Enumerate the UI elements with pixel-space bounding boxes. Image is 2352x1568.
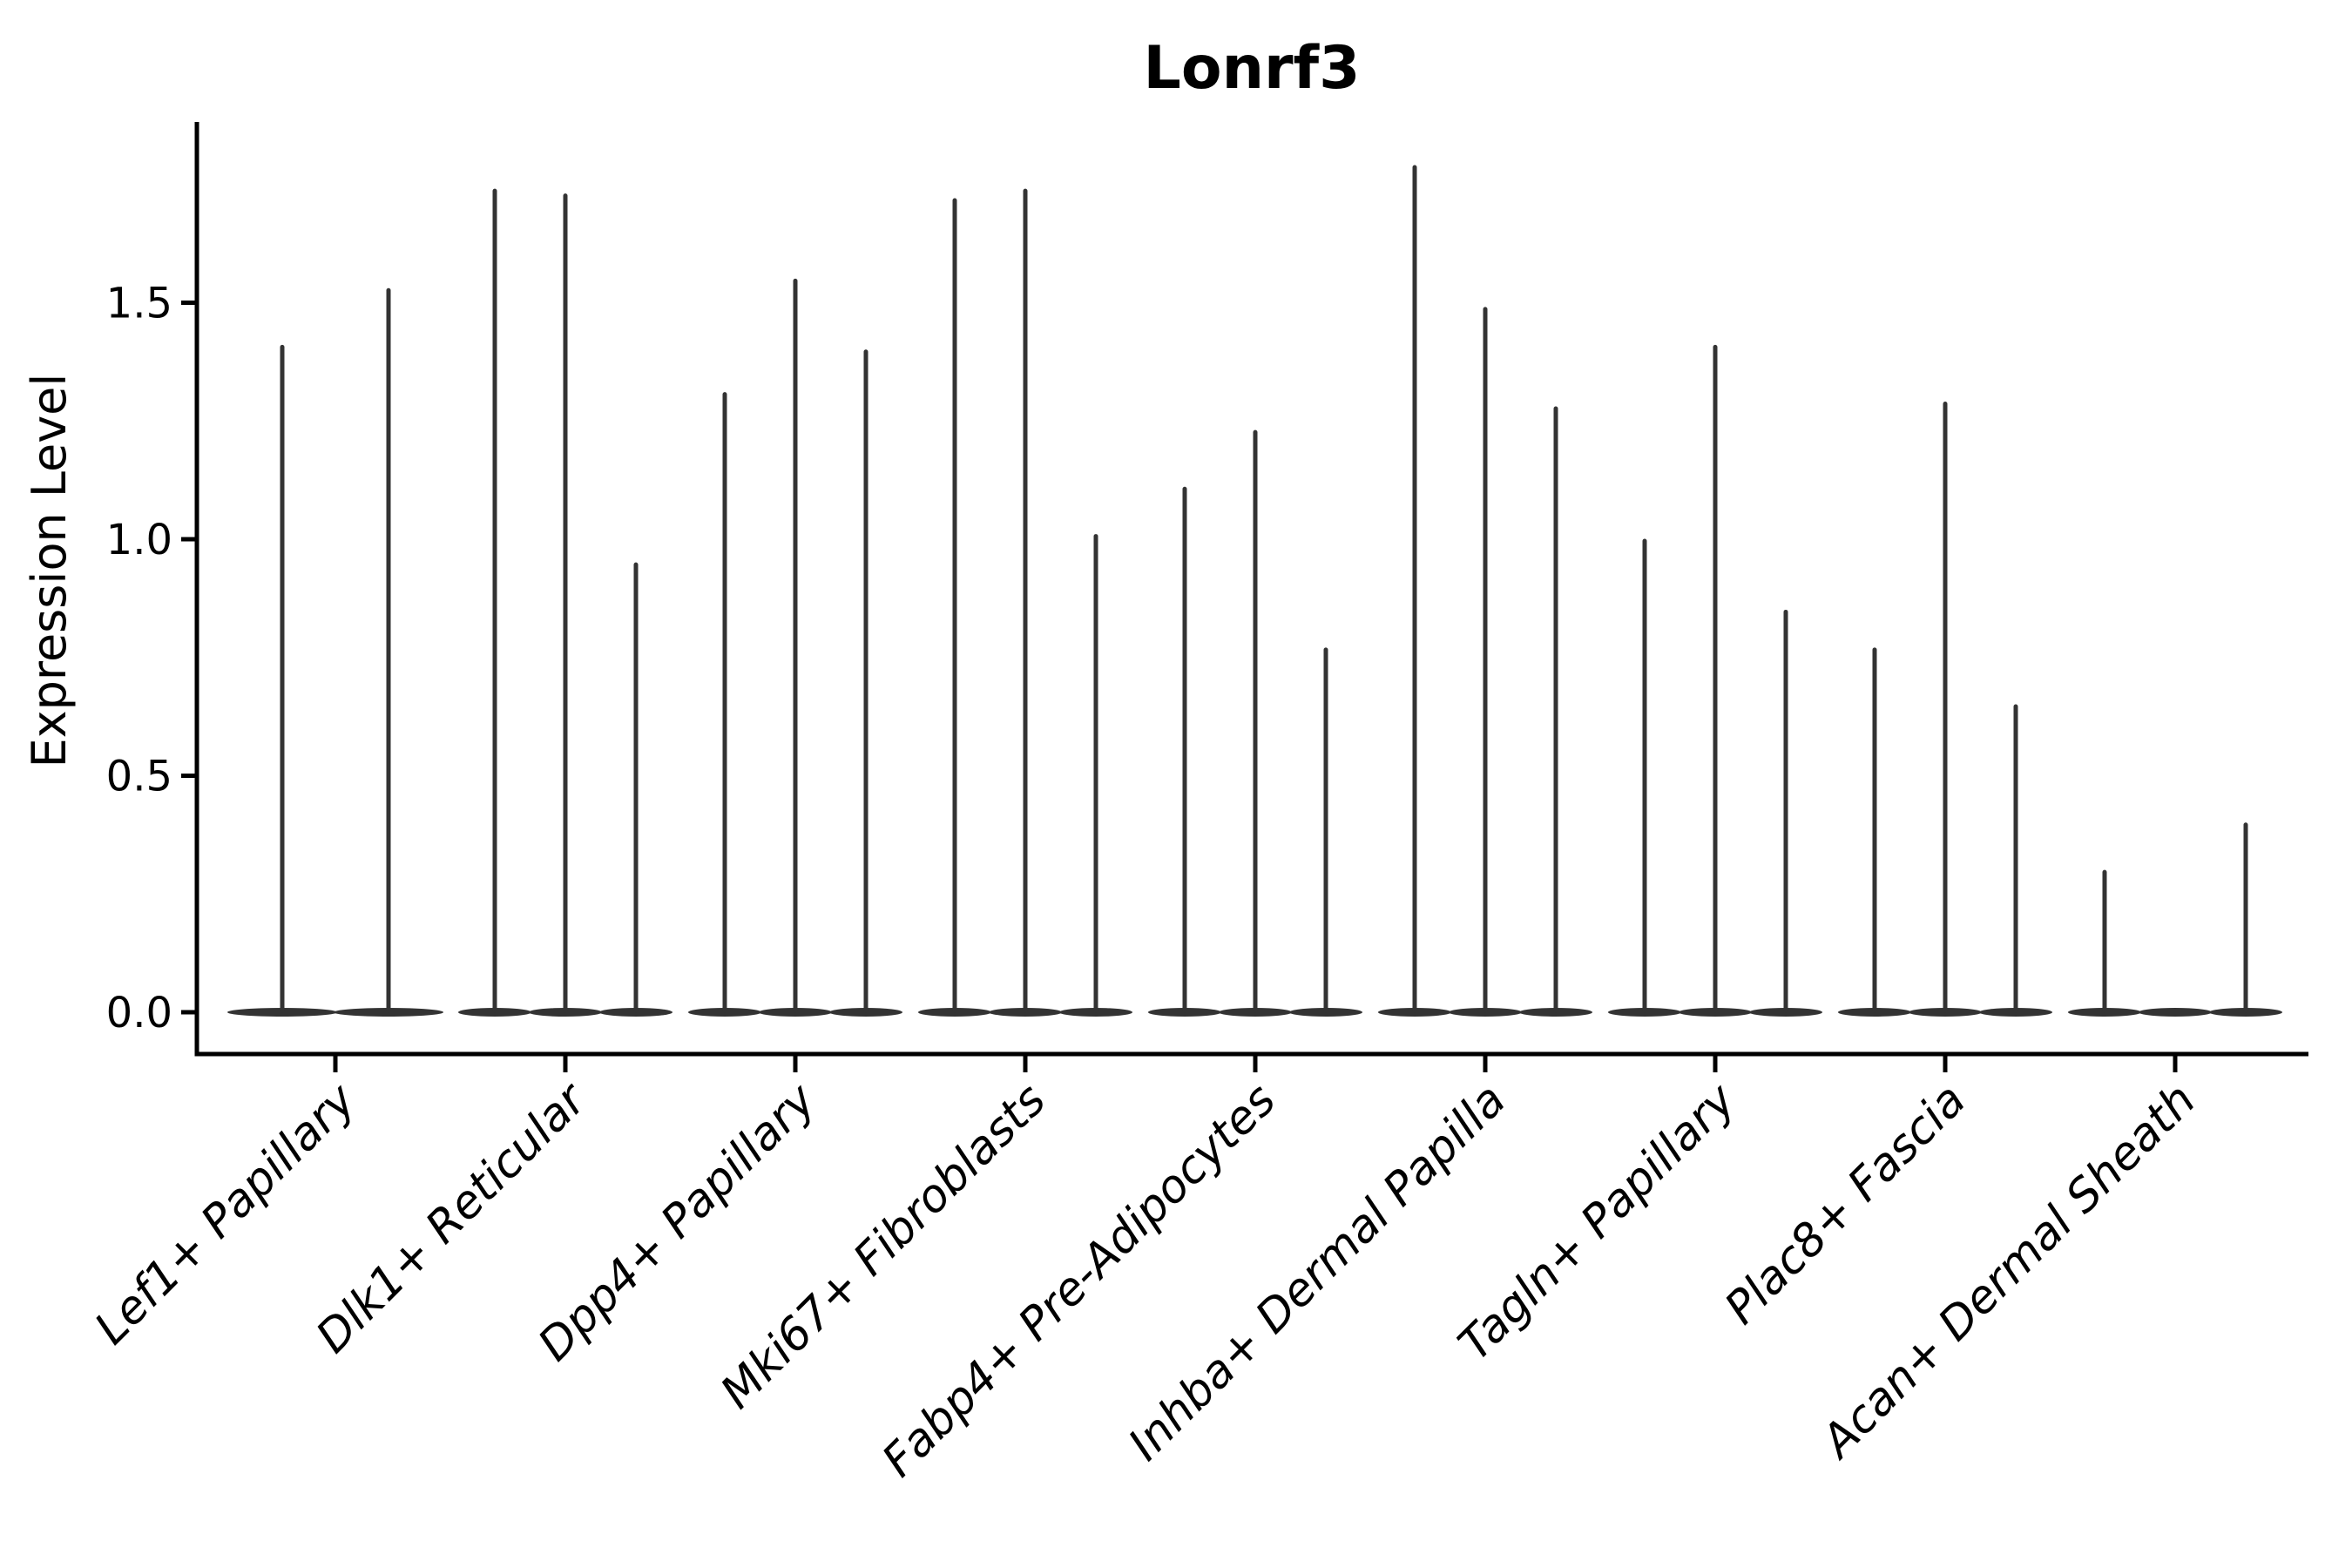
category-label: Fabp4+ Pre-Adipocytes xyxy=(873,1074,1287,1488)
y-axis-label: Expression Level xyxy=(22,374,77,768)
category-label: Plac8+ Fascia xyxy=(1715,1074,1976,1335)
plot-title: Lonrf3 xyxy=(1144,34,1361,103)
y-tick-label: 1.0 xyxy=(106,516,172,564)
category-label: Inhba+ Dermal Papilla xyxy=(1119,1074,1516,1471)
y-tick-label: 1.5 xyxy=(106,280,172,328)
y-tick-label: 0.0 xyxy=(106,989,172,1037)
category-label: Acan+ Dermal Sheath xyxy=(1810,1074,2206,1470)
violin-base xyxy=(2139,1008,2212,1017)
y-tick-label: 0.5 xyxy=(106,753,172,801)
